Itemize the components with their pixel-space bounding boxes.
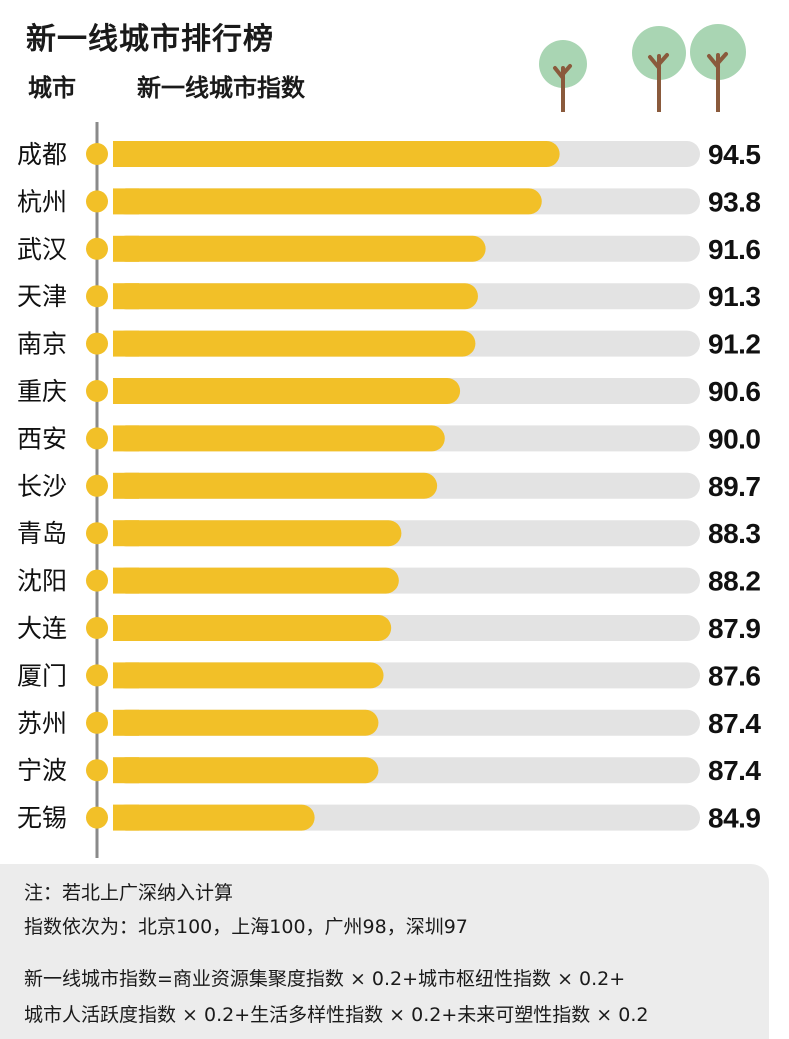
- bar: [113, 615, 392, 641]
- bar-start-cap: [113, 804, 139, 831]
- axis-dot: [86, 474, 108, 497]
- category-label: 武汉: [17, 235, 67, 264]
- bar: [113, 141, 560, 167]
- chart-title: 新一线城市排行榜: [26, 22, 274, 57]
- bar: [113, 520, 402, 547]
- bar: [113, 472, 438, 499]
- category-label: 南京: [17, 330, 67, 359]
- category-label: 青岛: [17, 519, 67, 548]
- value-label: 87.4: [708, 708, 761, 739]
- bar: [113, 235, 486, 262]
- value-label: 88.3: [708, 518, 761, 549]
- note-line-1: 注：若北上广深纳入计算: [24, 882, 234, 904]
- value-label: 87.6: [708, 660, 761, 691]
- axis-dot: [86, 806, 108, 829]
- column-header-index: 新一线城市指数: [137, 74, 305, 102]
- value-label: 90.6: [708, 376, 761, 407]
- bar: [113, 425, 445, 452]
- bar: [113, 378, 461, 404]
- axis-dot: [86, 664, 108, 687]
- category-label: 宁波: [17, 756, 67, 785]
- category-label: 大连: [17, 614, 67, 643]
- value-label: 93.8: [708, 186, 761, 217]
- axis-dot: [86, 332, 108, 355]
- notes-panel: 注：若北上广深纳入计算 指数依次为：北京100，上海100，广州98，深圳97 …: [0, 864, 769, 1039]
- axis-dot: [86, 617, 108, 639]
- bar-start-cap: [113, 709, 139, 736]
- bar-start-cap: [113, 425, 139, 452]
- bar-start-cap: [113, 330, 139, 357]
- value-label: 90.0: [708, 423, 761, 454]
- axis-dot: [86, 711, 108, 734]
- category-label: 重庆: [17, 377, 67, 406]
- bar-start-cap: [113, 378, 139, 404]
- value-label: 91.2: [708, 329, 761, 360]
- bar: [113, 804, 315, 831]
- bar-start-cap: [113, 472, 139, 499]
- bar-start-cap: [113, 235, 139, 262]
- category-label: 沈阳: [17, 567, 67, 596]
- category-label: 杭州: [17, 187, 67, 216]
- column-header-city: 城市: [28, 74, 76, 102]
- value-label: 84.9: [708, 803, 761, 834]
- category-label: 成都: [17, 140, 67, 169]
- bar: [113, 567, 399, 594]
- category-label: 苏州: [17, 709, 67, 738]
- formula-line-1: 新一线城市指数=商业资源集聚度指数 × 0.2+城市枢纽性指数 × 0.2+: [24, 968, 626, 990]
- category-label: 西安: [17, 424, 67, 453]
- bar: [113, 283, 478, 310]
- value-label: 87.4: [708, 755, 761, 786]
- bar-start-cap: [113, 283, 139, 310]
- bar: [113, 757, 379, 784]
- value-label: 91.3: [708, 281, 761, 312]
- axis-dot: [86, 569, 108, 592]
- bar-start-cap: [113, 567, 139, 594]
- bar-start-cap: [113, 757, 139, 784]
- value-label: 87.9: [708, 613, 761, 644]
- formula-line-2: 城市人活跃度指数 × 0.2+生活多样性指数 × 0.2+未来可塑性指数 × 0…: [24, 1004, 649, 1026]
- bar: [113, 709, 379, 736]
- axis-dot: [86, 522, 108, 545]
- bar: [113, 188, 542, 215]
- bar: [113, 330, 476, 357]
- category-label: 天津: [17, 282, 67, 311]
- tree-icon: [690, 24, 746, 112]
- bar-start-cap: [113, 188, 139, 215]
- bar-start-cap: [113, 662, 139, 689]
- category-label: 无锡: [17, 804, 67, 833]
- axis-dot: [86, 380, 108, 402]
- tree-icon: [632, 26, 686, 112]
- bar-chart: 成都 94.5 杭州 93.8 武汉 91.6 天津 91.3 南京 91.2 重庆 90.6 西安 90…: [17, 122, 762, 858]
- value-label: 89.7: [708, 471, 761, 502]
- axis-dot: [86, 285, 108, 308]
- axis-dot: [86, 759, 108, 782]
- bar-start-cap: [113, 141, 139, 167]
- value-label: 94.5: [708, 139, 761, 170]
- bar-start-cap: [113, 615, 139, 641]
- tree-icon: [539, 40, 587, 112]
- note-line-2: 指数依次为：北京100，上海100，广州98，深圳97: [24, 916, 468, 938]
- axis-dot: [86, 190, 108, 213]
- value-label: 91.6: [708, 234, 761, 265]
- bar: [113, 662, 384, 689]
- axis-dot: [86, 237, 108, 260]
- bar-start-cap: [113, 520, 139, 547]
- category-label: 厦门: [17, 661, 67, 690]
- axis-dot: [86, 143, 108, 165]
- category-label: 长沙: [17, 472, 67, 501]
- value-label: 88.2: [708, 566, 761, 597]
- axis-dot: [86, 427, 108, 450]
